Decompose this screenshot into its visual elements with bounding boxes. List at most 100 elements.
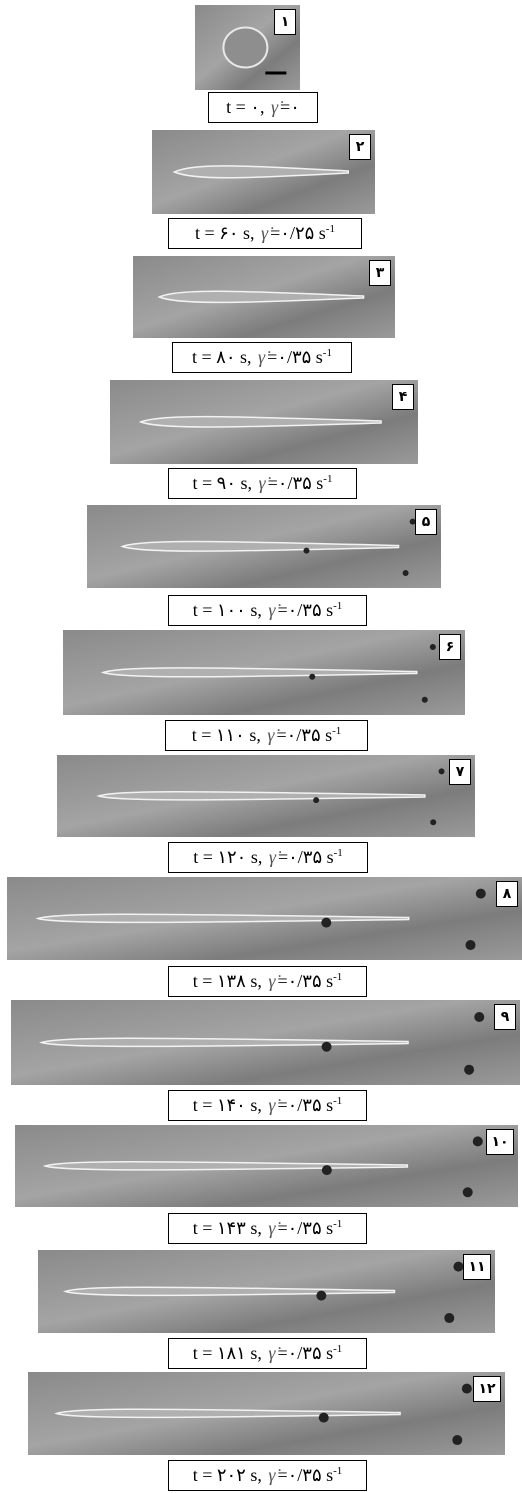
drop (223, 28, 267, 68)
panel-label: ۴ (392, 384, 414, 410)
caption-symbol: γ̇ (268, 1095, 275, 1115)
micrograph (110, 380, 418, 464)
caption-exponent: -1 (333, 600, 342, 612)
caption-time: t = ۱۱۰ s, (192, 725, 261, 745)
caption-exponent: -1 (323, 473, 332, 485)
caption-symbol: γ̇ (268, 1218, 275, 1238)
caption-time: t = ۸۰ s, (192, 347, 252, 367)
caption: t = ۰, γ̇=۰ (208, 92, 318, 123)
caption-rate: =۰/۳۵ s (277, 1095, 333, 1115)
panel-label: ۱ (274, 9, 296, 35)
micrograph (15, 1125, 518, 1207)
caption-time: t = ۱۸۱ s, (193, 1343, 262, 1363)
caption-exponent: -1 (326, 223, 335, 235)
micrograph (152, 130, 375, 214)
particle (422, 697, 428, 703)
caption-time: t = ۹۰ s, (193, 473, 253, 493)
caption-rate: =۰/۳۵ s (277, 971, 333, 991)
micrograph (38, 1250, 495, 1333)
caption-rate: =۰/۳۵ s (267, 347, 323, 367)
particle (322, 1042, 332, 1052)
micrograph (28, 1372, 505, 1455)
caption: t = ۱۴۰ s, γ̇=۰/۳۵ s-1 (168, 1090, 367, 1121)
caption-exponent: -1 (323, 347, 332, 359)
panel-label: ۸ (496, 881, 518, 907)
caption: t = ۸۰ s, γ̇=۰/۳۵ s-1 (172, 342, 352, 373)
particle (473, 1136, 483, 1146)
caption: t = ۱۳۸ s, γ̇=۰/۳۵ s-1 (168, 966, 367, 997)
caption: t = ۱۸۱ s, γ̇=۰/۳۵ s-1 (168, 1338, 367, 1369)
caption-exponent: -1 (333, 1343, 342, 1355)
particle (453, 1262, 463, 1272)
micrograph (57, 755, 475, 837)
caption: t = ۱۱۰ s, γ̇=۰/۳۵ s-1 (165, 720, 368, 751)
panel-label: ۹ (494, 1004, 516, 1030)
panel-label: ۲ (349, 134, 371, 160)
caption-rate: =۰ (280, 97, 300, 117)
particle (313, 797, 319, 803)
caption-time: t = ۱۲۰ s, (193, 847, 262, 867)
caption-time: t = ۱۳۸ s, (193, 971, 262, 991)
caption: t = ۲۰۲ s, γ̇=۰/۳۵ s-1 (168, 1460, 367, 1491)
caption-symbol: γ̇ (268, 1465, 275, 1485)
micrograph (133, 256, 395, 338)
particle (430, 644, 436, 650)
caption-symbol: γ̇ (267, 725, 274, 745)
particle (319, 1413, 329, 1423)
caption-symbol: γ̇ (271, 97, 278, 117)
panel-label: ۶ (439, 634, 461, 660)
caption-exponent: -1 (334, 847, 343, 859)
micrograph (87, 505, 441, 588)
caption-time: t = ۱۴۳ s, (193, 1218, 262, 1238)
particle (452, 1435, 462, 1445)
caption-rate: =۰/۳۵ s (278, 847, 334, 867)
figure: ۱t = ۰, γ̇=۰ ۲t = ۶۰ s, γ̇=۰/۲۵ s-1 ۳t =… (0, 0, 522, 1493)
caption-symbol: γ̇ (268, 971, 275, 991)
panel-label: ۱۱ (463, 1254, 491, 1280)
caption-rate: =۰/۳۵ s (277, 1343, 333, 1363)
particle (476, 889, 486, 899)
caption-exponent: -1 (333, 1095, 342, 1107)
caption-rate: =۰/۲۵ s (270, 223, 326, 243)
caption: t = ۱۲۰ s, γ̇=۰/۳۵ s-1 (168, 842, 368, 873)
caption-symbol: γ̇ (269, 847, 276, 867)
caption-rate: =۰/۳۵ s (268, 473, 324, 493)
panel-label: ۱۲ (473, 1376, 501, 1402)
caption-symbol: γ̇ (258, 347, 265, 367)
particle (321, 918, 331, 928)
particle (464, 1065, 474, 1075)
particle (444, 1313, 454, 1323)
caption-exponent: -1 (333, 1218, 342, 1230)
particle (462, 1384, 472, 1394)
micrograph (11, 1000, 520, 1085)
micrograph (63, 630, 465, 715)
caption: t = ۱۰۰ s, γ̇=۰/۳۵ s-1 (168, 595, 367, 626)
caption-rate: =۰/۳۵ s (277, 1218, 333, 1238)
caption-rate: =۰/۳۵ s (277, 600, 333, 620)
panel-label: ۷ (449, 759, 471, 785)
caption: t = ۶۰ s, γ̇=۰/۲۵ s-1 (168, 218, 362, 249)
caption: t = ۱۴۳ s, γ̇=۰/۳۵ s-1 (168, 1213, 367, 1244)
particle (439, 768, 445, 774)
caption-time: t = ۲۰۲ s, (193, 1465, 262, 1485)
particle (309, 674, 315, 680)
panel-label: ۳ (369, 260, 391, 286)
caption-symbol: γ̇ (268, 600, 275, 620)
particle (463, 1187, 473, 1197)
particle (316, 1291, 326, 1301)
caption-time: t = ۰, (226, 97, 264, 117)
caption-exponent: -1 (333, 971, 342, 983)
caption-symbol: γ̇ (261, 223, 268, 243)
caption-rate: =۰/۳۵ s (277, 1465, 333, 1485)
particle (430, 819, 436, 825)
panel-label: ۵ (415, 509, 437, 535)
caption: t = ۹۰ s, γ̇=۰/۳۵ s-1 (168, 468, 357, 499)
particle (403, 570, 409, 576)
caption-rate: =۰/۳۵ s (276, 725, 332, 745)
caption-time: t = ۶۰ s, (195, 223, 255, 243)
caption-exponent: -1 (333, 1465, 342, 1477)
caption-time: t = ۱۰۰ s, (193, 600, 262, 620)
particle (474, 1012, 484, 1022)
particle (466, 940, 476, 950)
micrograph (7, 877, 522, 960)
